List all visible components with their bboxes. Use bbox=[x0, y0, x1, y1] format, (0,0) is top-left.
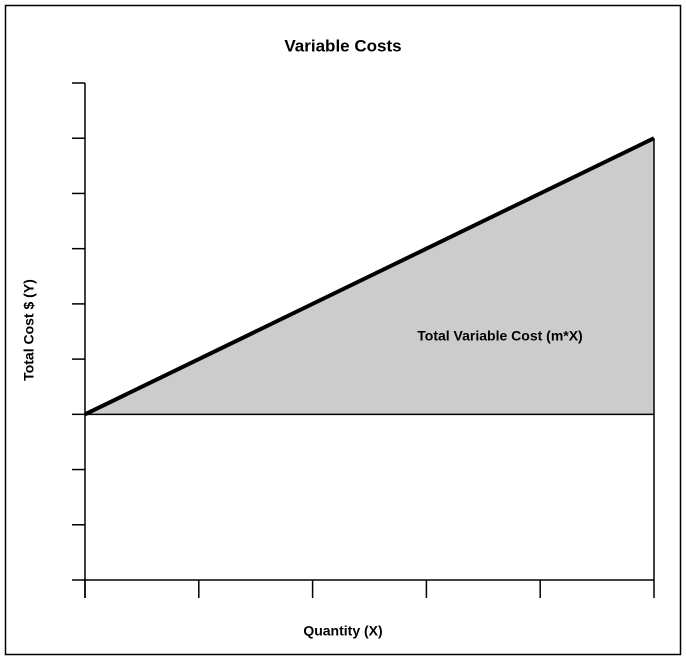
cost-line bbox=[84, 136, 655, 417]
chart-title: Variable Costs bbox=[284, 36, 401, 55]
annotation: Total Variable Cost (m*X) bbox=[417, 328, 582, 344]
chart-border bbox=[4, 4, 682, 656]
y-axis-label: Total Cost $ (Y) bbox=[21, 279, 37, 381]
x-axis-label: Quantity (X) bbox=[303, 623, 382, 639]
